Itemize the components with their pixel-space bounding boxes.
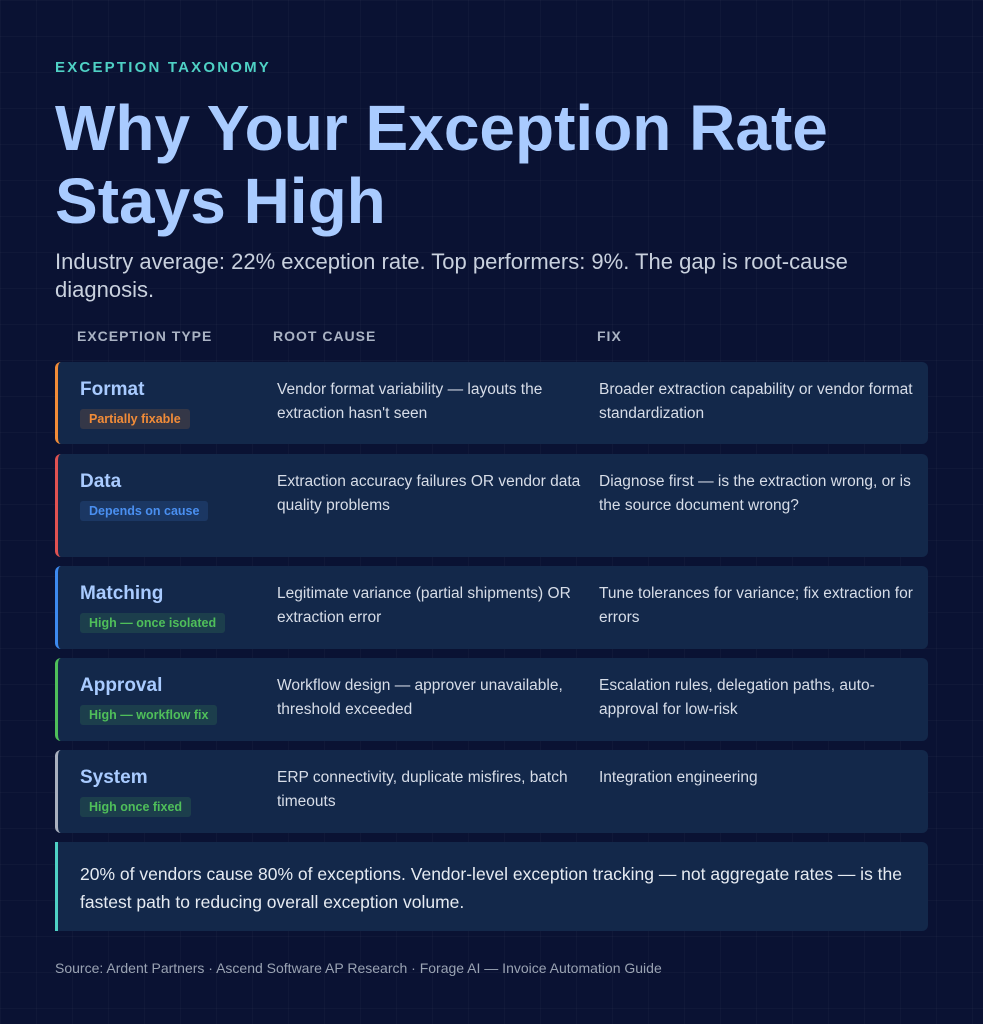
eyebrow-label: EXCEPTION TAXONOMY [55,59,272,76]
fix-cell: Tune tolerances for variance; fix extrac… [599,585,913,626]
exception-type: System [80,767,148,788]
table-row-system: System High once fixed ERP connectivity,… [55,750,928,833]
subtitle: Industry average: 22% exception rate. To… [55,249,848,302]
callout-note: 20% of vendors cause 80% of exceptions. … [55,842,928,931]
source-citation: Source: Ardent Partners · Ascend Softwar… [55,960,662,976]
table-row-data: Data Depends on cause Extraction accurac… [55,454,928,557]
root-cause-cell: Workflow design — approver unavailable, … [277,677,563,718]
fixability-badge: High once fixed [80,797,192,817]
root-cause-cell: Legitimate variance (partial shipments) … [277,585,571,626]
fixability-badge: Partially fixable [80,409,190,429]
fixability-badge: High — once isolated [80,613,226,633]
root-cause-cell: ERP connectivity, duplicate misfires, ba… [277,769,568,810]
fix-cell: Diagnose first — is the extraction wrong… [599,473,911,514]
fix-cell: Escalation rules, delegation paths, auto… [599,677,875,718]
fix-cell: Integration engineering [599,769,758,786]
fix-cell: Broader extraction capability or vendor … [599,381,913,422]
exception-type: Matching [80,583,164,604]
root-cause-cell: Vendor format variability — layouts the … [277,381,543,422]
fixability-badge: High — workflow fix [80,705,218,725]
fixability-badge: Depends on cause [80,501,209,521]
exception-type: Approval [80,675,163,696]
exception-type: Format [80,379,145,400]
table-row-approval: Approval High — workflow fix Workflow de… [55,658,928,741]
column-header-type: EXCEPTION TYPE [77,328,213,344]
exception-type: Data [80,471,122,492]
column-header-fix: FIX [597,328,622,344]
root-cause-cell: Extraction accuracy failures OR vendor d… [277,473,581,514]
page-title: Why Your Exception Rate Stays High [55,92,828,237]
column-header-root-cause: ROOT CAUSE [273,328,377,344]
table-row-matching: Matching High — once isolated Legitimate… [55,566,928,649]
table-row-format: Format Partially fixable Vendor format v… [55,362,928,444]
